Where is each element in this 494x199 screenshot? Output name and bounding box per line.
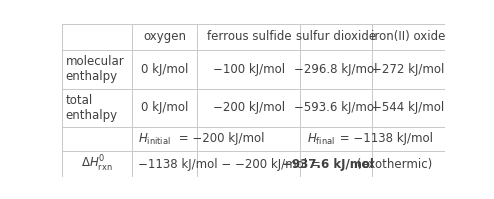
Text: ferrous sulfide: ferrous sulfide	[206, 30, 291, 43]
Text: molecular
enthalpy: molecular enthalpy	[66, 55, 124, 83]
Text: oxygen: oxygen	[143, 30, 186, 43]
Text: −296.8 kJ/mol: −296.8 kJ/mol	[294, 63, 378, 76]
Text: iron(II) oxide: iron(II) oxide	[371, 30, 446, 43]
Text: −544 kJ/mol: −544 kJ/mol	[372, 101, 444, 114]
Text: $\mathit{H}_{\rm initial}$: $\mathit{H}_{\rm initial}$	[138, 132, 170, 146]
Text: sulfur dioxide: sulfur dioxide	[296, 30, 376, 43]
Text: −200 kJ/mol: −200 kJ/mol	[213, 101, 285, 114]
Text: $\mathit{H}_{\rm final}$: $\mathit{H}_{\rm final}$	[307, 132, 334, 146]
Text: −100 kJ/mol: −100 kJ/mol	[213, 63, 285, 76]
Text: = −200 kJ/mol: = −200 kJ/mol	[175, 133, 264, 145]
Text: $\Delta H^0_{\rm rxn}$: $\Delta H^0_{\rm rxn}$	[81, 154, 113, 174]
Text: = −1138 kJ/mol: = −1138 kJ/mol	[336, 133, 433, 145]
Text: 0 kJ/mol: 0 kJ/mol	[141, 63, 188, 76]
Text: −593.6 kJ/mol: −593.6 kJ/mol	[294, 101, 378, 114]
Text: (exothermic): (exothermic)	[353, 158, 433, 171]
Text: total
enthalpy: total enthalpy	[66, 94, 118, 122]
Text: −272 kJ/mol: −272 kJ/mol	[372, 63, 445, 76]
Text: 0 kJ/mol: 0 kJ/mol	[141, 101, 188, 114]
Text: −937.6 kJ/mol: −937.6 kJ/mol	[282, 158, 374, 171]
Text: −1138 kJ/mol − −200 kJ/mol =: −1138 kJ/mol − −200 kJ/mol =	[138, 158, 324, 171]
